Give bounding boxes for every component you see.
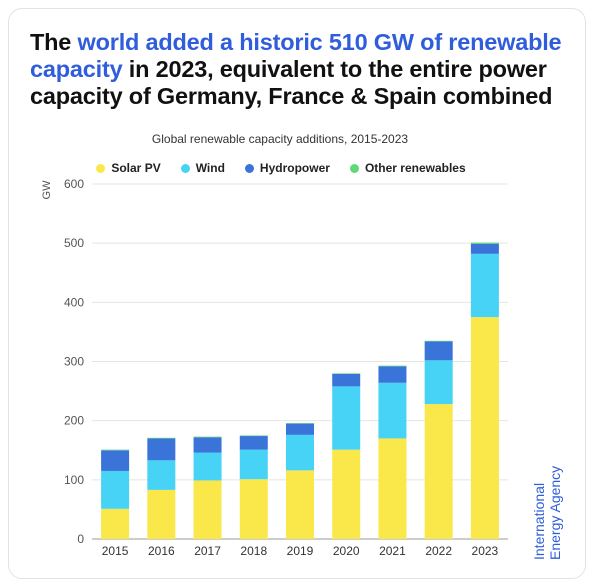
- chart-title: Global renewable capacity additions, 201…: [151, 132, 409, 146]
- bar-other-renewables-2016: [147, 437, 176, 439]
- x-tick-label: 2019: [287, 544, 314, 558]
- bar-solar-pv-2020: [332, 449, 361, 539]
- headline-text-1: The: [30, 29, 78, 55]
- bar-other-renewables-2022: [424, 340, 453, 342]
- legend-label-solar: Solar PV: [111, 161, 161, 175]
- bar-solar-pv-2017: [193, 480, 222, 539]
- headline-highlight: world added a historic 510 GW of renewab…: [30, 29, 562, 82]
- legend-swatch-hydropower: [244, 163, 254, 173]
- headline: The world added a historic 510 GW of ren…: [30, 29, 570, 110]
- bar-wind-2021: [378, 382, 407, 439]
- legend-label-other: Other renewables: [364, 161, 466, 175]
- iea-logo: International Energy Agency: [531, 466, 563, 560]
- bar-hydropower-2016: [147, 438, 176, 461]
- bar-hydropower-2022: [424, 341, 453, 361]
- bar-wind-2015: [101, 470, 130, 509]
- x-tick-label: 2015: [102, 544, 129, 558]
- bar-wind-2020: [332, 386, 361, 450]
- bar-wind-2019: [286, 434, 314, 471]
- y-tick-label: 300: [64, 355, 84, 369]
- y-tick-label: 600: [64, 177, 84, 191]
- bar-wind-2017: [193, 452, 222, 481]
- y-tick-label: 0: [77, 532, 84, 546]
- bar-hydropower-2020: [332, 373, 361, 387]
- legend-item-other: Other renewables: [349, 161, 466, 175]
- bar-wind-2022: [424, 360, 453, 405]
- bar-hydropower-2019: [286, 423, 314, 435]
- x-tick-label: 2016: [148, 544, 175, 558]
- y-tick-label: 200: [64, 414, 84, 428]
- legend-swatch-other: [349, 163, 359, 173]
- iea-logo-line-1: International: [531, 483, 547, 560]
- bar-hydropower-2021: [378, 366, 407, 383]
- legend-item-solar: Solar PV: [96, 161, 161, 175]
- bar-hydropower-2023: [470, 243, 499, 254]
- iea-logo-line-2: Energy Agency: [547, 466, 563, 560]
- bar-solar-pv-2022: [424, 404, 453, 539]
- legend-swatch-wind: [180, 163, 190, 173]
- bar-other-renewables-2015: [101, 449, 130, 451]
- bar-wind-2023: [470, 253, 499, 318]
- chart-legend: Solar PV Wind Hydropower Other renewable…: [0, 161, 562, 175]
- bar-solar-pv-2016: [147, 489, 176, 539]
- x-tick-label: 2022: [425, 544, 452, 558]
- headline-text-2: in 2023, equivalent to the entire power …: [30, 56, 553, 109]
- x-tick-label: 2018: [240, 544, 267, 558]
- bar-other-renewables-2018: [239, 435, 268, 437]
- bar-solar-pv-2015: [101, 508, 130, 539]
- bar-other-renewables-2019: [286, 423, 314, 424]
- legend-swatch-solar: [96, 163, 106, 173]
- y-tick-label: 500: [64, 236, 84, 250]
- bar-wind-2016: [147, 460, 176, 490]
- x-tick-label: 2021: [379, 544, 406, 558]
- bar-hydropower-2018: [239, 436, 268, 450]
- bar-other-renewables-2023: [470, 242, 499, 244]
- legend-label-hydropower: Hydropower: [259, 161, 330, 175]
- bar-solar-pv-2019: [286, 470, 314, 539]
- bar-hydropower-2017: [193, 437, 222, 453]
- x-tick-label: 2023: [472, 544, 499, 558]
- legend-item-hydropower: Hydropower: [244, 161, 330, 175]
- legend-item-wind: Wind: [180, 161, 225, 175]
- bar-other-renewables-2020: [332, 373, 361, 374]
- bar-hydropower-2015: [101, 450, 130, 471]
- bar-other-renewables-2021: [378, 365, 407, 367]
- y-axis-label: GW: [41, 180, 53, 200]
- legend-label-wind: Wind: [195, 161, 225, 175]
- y-tick-label: 400: [64, 295, 84, 309]
- y-tick-label: 100: [64, 473, 84, 487]
- x-tick-label: 2017: [194, 544, 221, 558]
- bar-solar-pv-2023: [470, 317, 499, 539]
- bar-solar-pv-2021: [378, 438, 407, 539]
- x-tick-label: 2020: [333, 544, 360, 558]
- bar-solar-pv-2018: [239, 479, 268, 539]
- bar-other-renewables-2017: [193, 436, 222, 438]
- bar-wind-2018: [239, 449, 268, 480]
